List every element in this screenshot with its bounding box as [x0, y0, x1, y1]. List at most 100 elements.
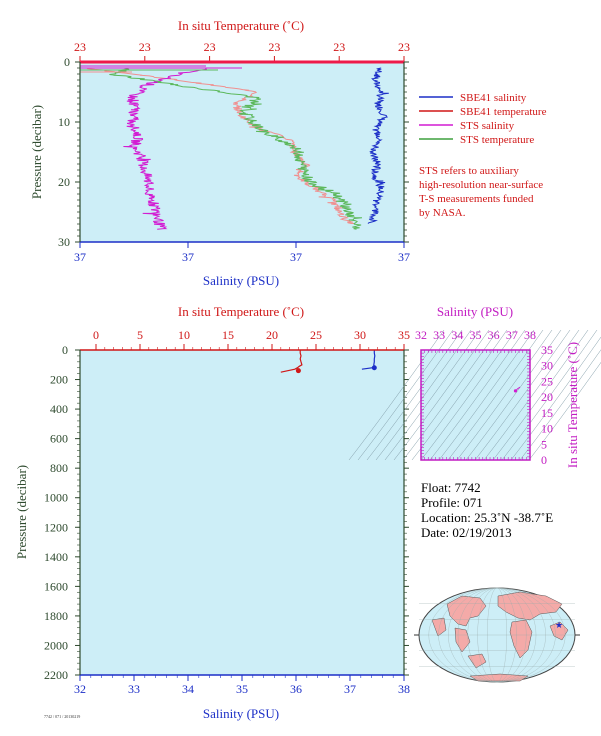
- ts-diagram: Salinity (PSU) 32 33 34 35 36 37 38 0510152025…: [348, 304, 601, 468]
- ts-density-contour: [474, 329, 571, 461]
- world-map: ★: [414, 587, 580, 683]
- ts-density-contour: [420, 329, 517, 461]
- ts-salinity-axis-title: Salinity (PSU): [437, 304, 513, 319]
- top-temperature-tick: 23: [74, 40, 86, 54]
- ts-density-contour: [465, 329, 562, 461]
- legend-note-line: T-S measurements funded: [419, 193, 534, 205]
- top-salinity-tick-labels: 37 37 37 37: [74, 242, 410, 264]
- bottom-pressure-tick: 1800: [44, 609, 68, 623]
- bottom-temperature-tick: 20: [266, 328, 278, 342]
- float-info: Float: 7742 Profile: 071 Location: 25.3˚…: [421, 480, 553, 540]
- bottom-salinity-marker: [371, 365, 377, 371]
- top-temperature-axis-title: In situ Temperature (˚C): [178, 18, 304, 33]
- top-pressure-tick: 20: [58, 175, 70, 189]
- map-meridian: [428, 587, 566, 683]
- ts-salinity-tick: 34: [451, 328, 463, 342]
- profile-number: Profile: 071: [421, 495, 483, 510]
- bottom-temperature-tick: 25: [310, 328, 322, 342]
- ts-temperature-tick: 35: [541, 343, 553, 357]
- ts-salinity-tick: 32: [415, 328, 427, 342]
- ts-density-contour: [501, 329, 598, 461]
- bottom-temperature-tick: 30: [354, 328, 366, 342]
- bottom-salinity-tick: 36: [290, 682, 302, 696]
- ts-minor-ticks: [420, 349, 530, 461]
- ts-temperature-tick: 0: [541, 453, 547, 467]
- legend-label: STS temperature: [460, 134, 534, 146]
- bottom-temperature-tick: 0: [93, 328, 99, 342]
- ts-density-contour: [483, 329, 580, 461]
- bottom-pressure-tick-labels: 0 200 400 600 800 1000 1200 1400 1600 1800 2000 220…: [44, 343, 409, 682]
- legend-note: STS refers to auxiliary high-resolution n…: [419, 165, 543, 219]
- ts-plot-area: [421, 350, 530, 460]
- footer-code: 7742 / 071 / 20130219: [44, 714, 80, 719]
- bottom-salinity-tick: 38: [398, 682, 410, 696]
- top-series-line: [367, 67, 389, 224]
- ts-point: [513, 389, 518, 393]
- bottom-profile-chart: In situ Temperature (˚C) 0 5 10 15 20 25 30 35 …: [14, 304, 410, 721]
- top-temperature-tick: 23: [333, 40, 345, 54]
- ts-temperature-tick: 30: [541, 359, 553, 373]
- bottom-pressure-tick: 1000: [44, 491, 68, 505]
- bottom-pressure-axis-title: Pressure (decibar): [14, 465, 29, 559]
- legend-label: SBE41 salinity: [460, 92, 527, 104]
- top-temperature-tick: 23: [268, 40, 280, 54]
- ts-density-contour: [429, 329, 526, 461]
- date: Date: 02/19/2013: [421, 525, 512, 540]
- bottom-pressure-tick: 800: [50, 461, 68, 475]
- ts-temperature-tick: 10: [541, 422, 553, 436]
- float-location-marker: ★: [555, 620, 563, 630]
- ts-temperature-tick: 15: [541, 406, 553, 420]
- ts-salinity-tick: 33: [433, 328, 445, 342]
- ts-points: [513, 386, 521, 393]
- legend: SBE41 salinity SBE41 temperature STS salin…: [419, 92, 547, 146]
- bottom-pressure-tick: 2000: [44, 638, 68, 652]
- top-salinity-tick: 37: [74, 250, 86, 264]
- ts-density-contour: [393, 329, 490, 461]
- ts-density-contour: [492, 329, 589, 461]
- bottom-temperature-tick: 35: [398, 328, 410, 342]
- bottom-temperature-tick-labels: 0 5 10 15 20 25 30 35: [93, 328, 410, 350]
- legend-note-line: STS refers to auxiliary: [419, 165, 519, 177]
- ts-density-contour: [528, 361, 601, 461]
- top-traces: [80, 65, 389, 230]
- legend-note-line: by NASA.: [419, 207, 466, 219]
- bottom-pressure-tick: 2200: [44, 668, 68, 682]
- ts-density-contour: [384, 329, 481, 461]
- bottom-pressure-tick: 1600: [44, 579, 68, 593]
- bottom-temperature-tick: 10: [178, 328, 190, 342]
- top-salinity-axis-title: Salinity (PSU): [203, 273, 279, 288]
- ts-temperature-tick: 25: [541, 374, 553, 388]
- ts-density-contour: [438, 329, 535, 461]
- top-pressure-axis-title: Pressure (decibar): [29, 105, 44, 199]
- top-temperature-tick: 23: [398, 40, 410, 54]
- top-temperature-tick: 23: [139, 40, 151, 54]
- legend-note-line: high-resolution near-surface: [419, 179, 543, 191]
- ts-density-contours: [348, 329, 601, 461]
- bottom-salinity-tick-labels: 32 33 34 35 36 37 38: [74, 675, 410, 696]
- ts-temperature-tick: 20: [541, 390, 553, 404]
- legend-label: STS salinity: [460, 120, 515, 132]
- ts-density-contour: [357, 329, 454, 461]
- top-profile-chart: In situ Temperature (˚C) 23 23 23 23 23 23 0 1…: [29, 18, 410, 288]
- bottom-temperature-marker: [295, 368, 301, 374]
- bottom-salinity-tick: 34: [182, 682, 194, 696]
- float-id: Float: 7742: [421, 480, 481, 495]
- bottom-pressure-tick: 200: [50, 373, 68, 387]
- bottom-temperature-tick: 5: [137, 328, 143, 342]
- top-pressure-tick: 0: [64, 55, 70, 69]
- top-salinity-tick: 37: [398, 250, 410, 264]
- bottom-salinity-tick: 35: [236, 682, 248, 696]
- ts-density-contour: [402, 329, 499, 461]
- bottom-temperature-axis-title: In situ Temperature (˚C): [178, 304, 304, 319]
- map-graticule: [414, 587, 580, 683]
- ts-temperature-tick: 5: [541, 437, 547, 451]
- bottom-salinity-axis-title: Salinity (PSU): [203, 706, 279, 721]
- ts-density-contour: [447, 329, 544, 461]
- top-temperature-tick: 23: [204, 40, 216, 54]
- top-salinity-tick: 37: [182, 250, 194, 264]
- bottom-salinity-tick: 37: [344, 682, 356, 696]
- ts-density-contour: [375, 329, 472, 461]
- top-temperature-tick-labels: 23 23 23 23 23 23: [74, 40, 410, 62]
